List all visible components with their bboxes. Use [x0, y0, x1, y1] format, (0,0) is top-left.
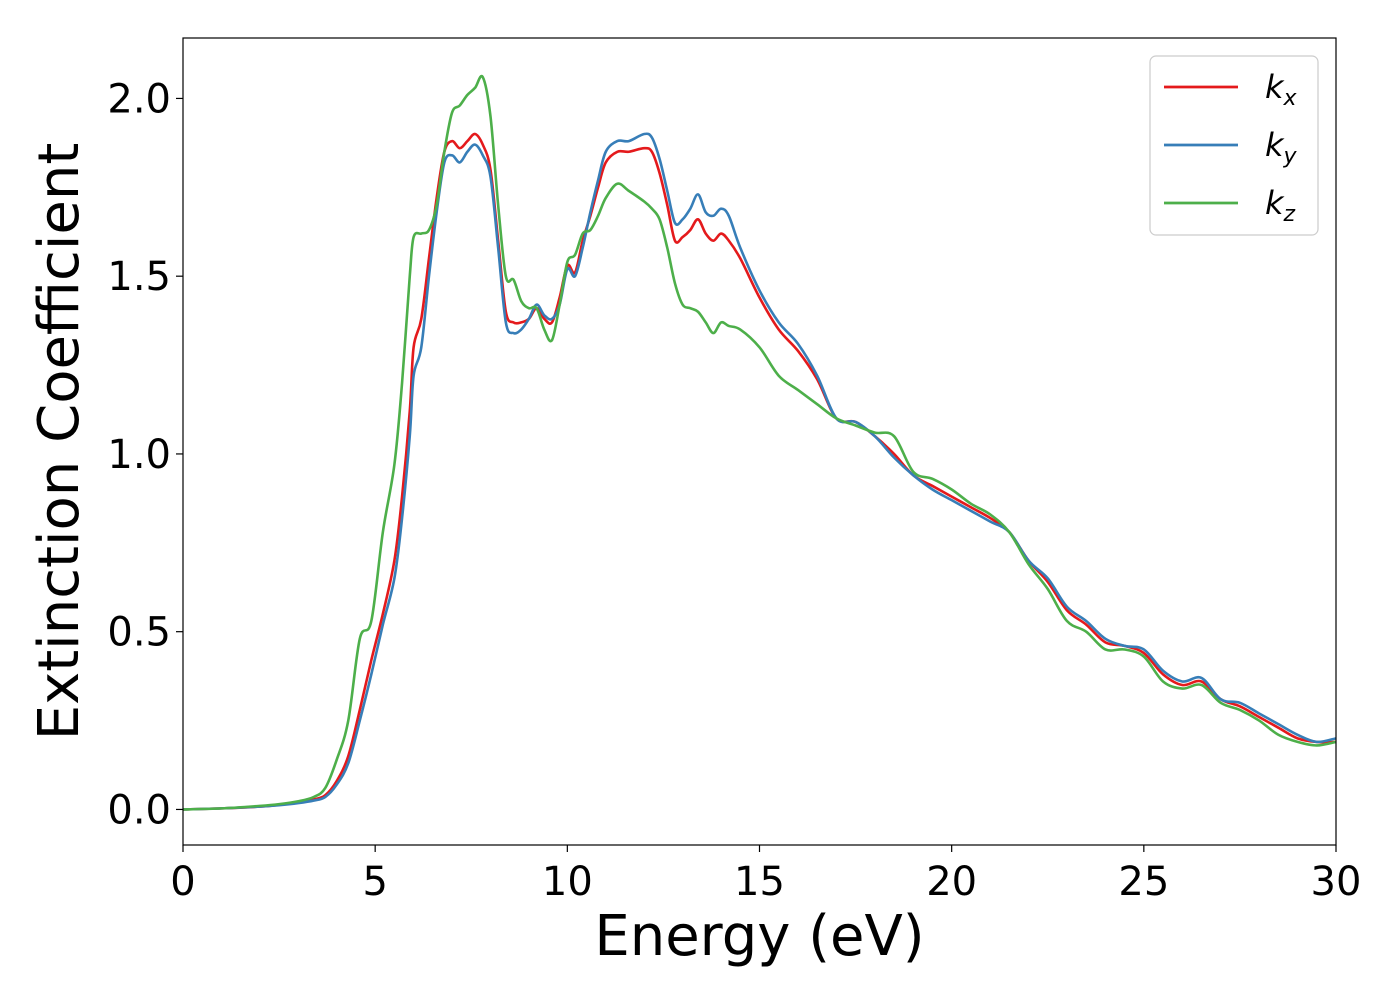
legend-label-kz: kz: [1265, 184, 1296, 227]
y-tick-label: 1.0: [107, 432, 171, 478]
y-tick-label: 0.5: [107, 610, 171, 656]
x-tick-label: 20: [926, 859, 977, 905]
y-axis-label: Extinction Coefficient: [27, 143, 92, 741]
y-tick-label: 2.0: [107, 76, 171, 122]
y-tick-label: 0.0: [107, 787, 171, 833]
x-tick-label: 25: [1118, 859, 1169, 905]
x-tick-label: 5: [362, 859, 387, 905]
legend-label-kx: kx: [1265, 68, 1298, 111]
x-axis-label: Energy (eV): [594, 904, 924, 969]
x-ticks: 0 5 10 15 20 25 30: [170, 845, 1361, 905]
x-tick-label: 0: [170, 859, 195, 905]
x-tick-label: 10: [542, 859, 593, 905]
series-line-kz: [183, 74, 1336, 811]
y-ticks: 0.0 0.5 1.0 1.5 2.0: [107, 76, 183, 833]
series-lines: [183, 74, 1336, 811]
x-tick-label: 15: [734, 859, 785, 905]
series-line-ky: [183, 132, 1336, 811]
legend-label-ky: ky: [1265, 126, 1298, 169]
legend: kx ky kz: [1149, 55, 1319, 236]
x-tick-label: 30: [1311, 859, 1362, 905]
series-line-kx: [183, 132, 1336, 811]
y-tick-label: 1.5: [107, 254, 171, 300]
